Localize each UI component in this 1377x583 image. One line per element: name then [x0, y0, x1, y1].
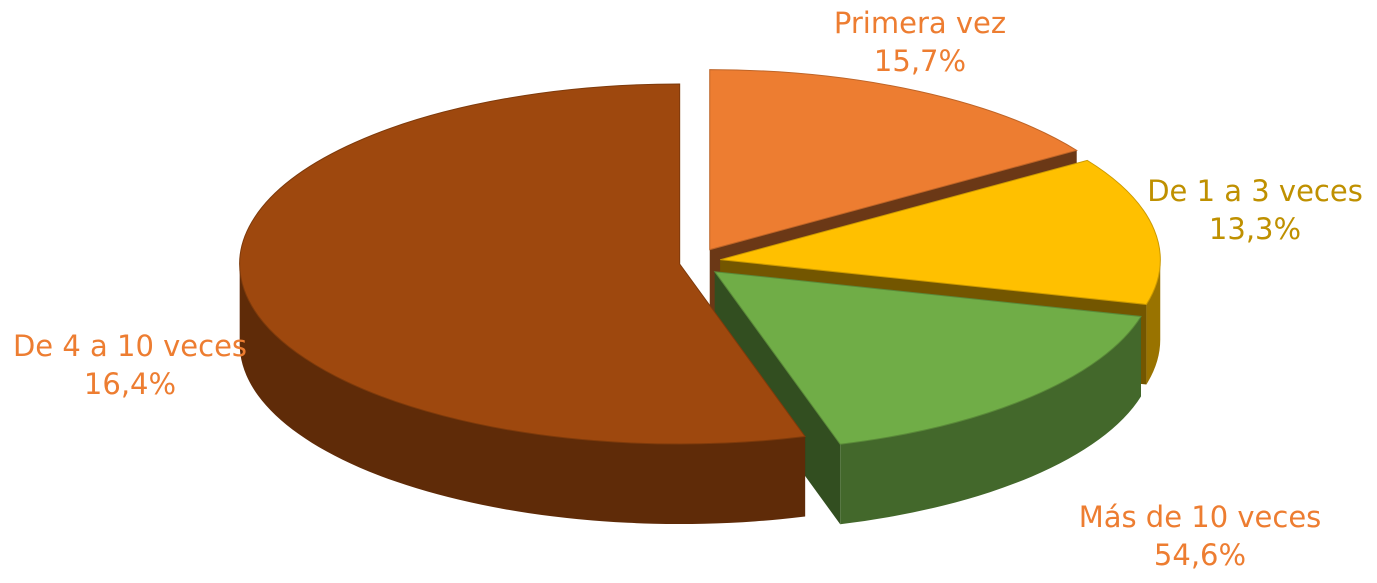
slice-side — [840, 316, 1141, 525]
label-value: 54,6% — [1153, 538, 1247, 572]
label-category: De 4 a 10 veces — [12, 329, 248, 363]
label-category: Primera vez — [833, 6, 1007, 40]
slice — [239, 83, 806, 445]
label-category: De 1 a 3 veces — [1147, 174, 1363, 208]
data-label: Primera vez 15,7% — [810, 4, 1030, 80]
slice-side — [1146, 259, 1161, 385]
slice — [720, 159, 1161, 305]
slice — [713, 271, 1142, 445]
label-value: 13,3% — [1208, 212, 1302, 246]
label-value: 15,7% — [873, 44, 967, 78]
data-label: De 4 a 10 veces 16,4% — [10, 327, 250, 403]
data-label: De 1 a 3 veces 13,3% — [1130, 172, 1377, 248]
slice-side — [239, 264, 806, 525]
data-label: Más de 10 veces 54,6% — [1060, 498, 1340, 574]
label-value: 16,4% — [83, 367, 177, 401]
slice — [709, 69, 1078, 251]
label-category: Más de 10 veces — [1078, 500, 1322, 534]
